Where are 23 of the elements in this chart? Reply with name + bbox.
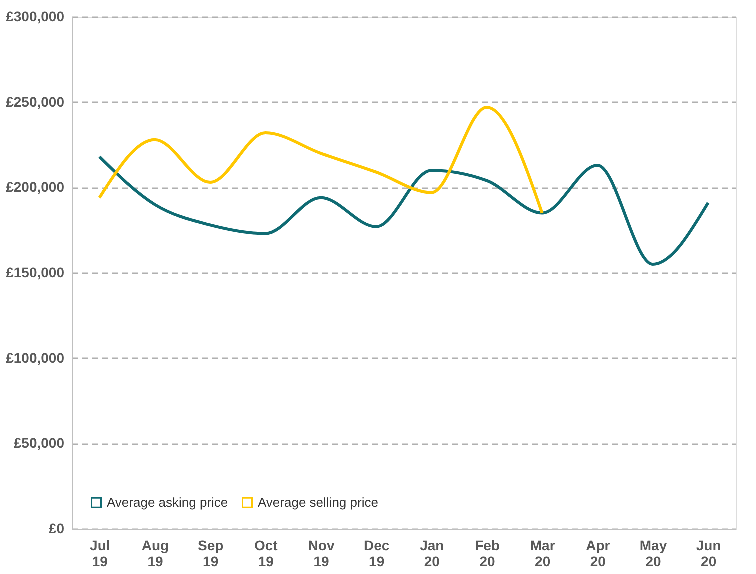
y-tick-label: £0 bbox=[48, 520, 65, 536]
x-tick-label: Jun 20 bbox=[696, 538, 722, 570]
x-tick-label: Oct 19 bbox=[254, 538, 278, 570]
x-tick-label: Dec 19 bbox=[364, 538, 390, 570]
line-series bbox=[98, 155, 710, 266]
y-tick-label: £200,000 bbox=[6, 179, 65, 196]
x-tick-label: Apr 20 bbox=[586, 538, 611, 570]
legend-label: Average asking price bbox=[107, 494, 228, 510]
x-tick-label: Sep 19 bbox=[198, 538, 224, 570]
legend-label: Average selling price bbox=[258, 494, 378, 510]
x-tick-label: Mar 20 bbox=[530, 538, 556, 570]
x-tick-label: Feb 20 bbox=[475, 538, 500, 570]
x-tick-label: Nov 19 bbox=[308, 538, 335, 570]
x-tick-label: May 20 bbox=[640, 538, 668, 570]
line-series bbox=[98, 106, 544, 215]
y-tick-label: £150,000 bbox=[6, 264, 65, 280]
x-tick-label: Jan 20 bbox=[420, 538, 444, 570]
x-tick-label: Aug 19 bbox=[142, 538, 170, 570]
y-tick-label: £50,000 bbox=[14, 435, 65, 452]
x-tick-label: Jul 19 bbox=[90, 538, 110, 570]
y-tick-label: £250,000 bbox=[6, 94, 65, 110]
y-tick-label: £100,000 bbox=[6, 350, 65, 366]
y-tick-label: £300,000 bbox=[6, 8, 65, 24]
